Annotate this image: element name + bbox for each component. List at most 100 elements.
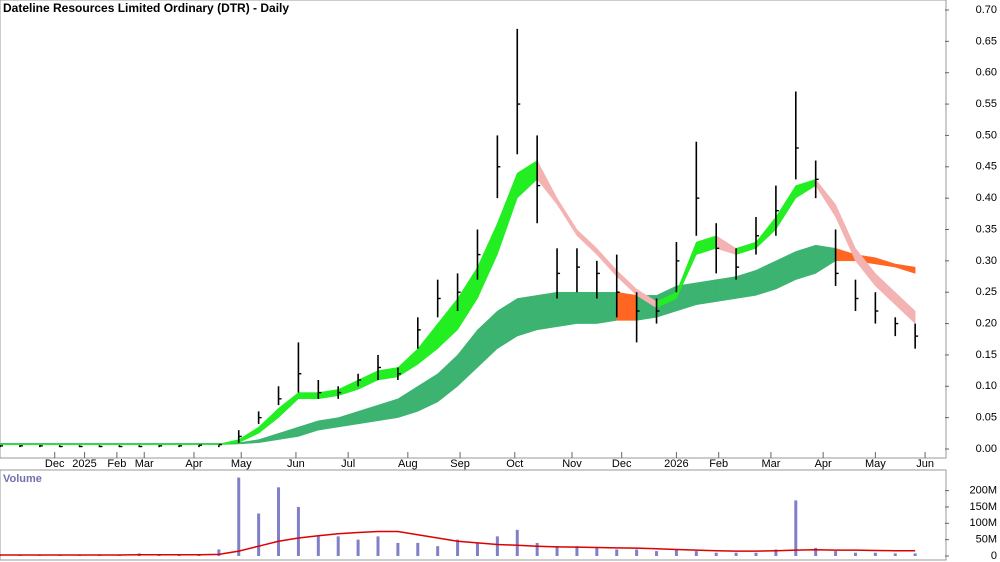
volume-bar [356, 539, 360, 556]
volume-bar [714, 552, 718, 556]
volume-bar [595, 547, 599, 556]
y-tick-label: 0.50 [976, 129, 997, 141]
volume-bar [635, 549, 639, 556]
volume-bar [157, 555, 161, 556]
band-segment [139, 443, 160, 445]
volume-bar [734, 552, 738, 556]
plot-layer: 0.00 0.05 0.10 0.15 0.20 0.25 0.30 0.35 0.40 0.45… [0, 4, 997, 562]
band-segment [39, 443, 60, 445]
volume-bar [853, 552, 857, 556]
y-tick-label: 0.35 [976, 223, 997, 235]
band-segment [19, 443, 41, 445]
x-tick-label: 2025 [72, 458, 96, 470]
volume-bar [535, 542, 539, 556]
y-tick-label: 0.05 [976, 412, 997, 424]
x-tick-label: Feb [709, 458, 728, 470]
x-tick-label: Mar [761, 458, 780, 470]
volume-bar [237, 477, 241, 556]
band-segment [795, 244, 816, 281]
y-tick-label: 0.55 [976, 98, 997, 110]
x-tick-label: Apr [185, 458, 202, 470]
price-panel [0, 0, 947, 459]
x-tick-label: Jun [287, 458, 305, 470]
chart-title: Dateline Resources Limited Ordinary (DTR… [3, 1, 289, 15]
y-tick-label: 0.15 [976, 349, 997, 361]
y-tick-label: 0.40 [976, 192, 997, 204]
volume-bar [913, 553, 917, 556]
volume-bar [694, 551, 698, 556]
volume-bar [217, 549, 221, 556]
y-tick-label: 0.00 [976, 443, 997, 455]
volume-average [0, 530, 916, 556]
y-tick-label: 50M [976, 534, 997, 546]
band-segment [576, 291, 598, 324]
volume-bar [316, 536, 320, 556]
volume-bar [436, 546, 440, 556]
volume-bar [257, 513, 261, 556]
x-tick-label: Feb [107, 458, 126, 470]
y-tick-label: 100M [969, 517, 997, 529]
volume-bar [873, 552, 877, 556]
y-tick-label: 0.70 [976, 4, 997, 16]
volume-bar [456, 539, 460, 556]
volume-bar [814, 547, 818, 556]
band-segment [178, 443, 200, 445]
x-tick-label: Jun [916, 458, 934, 470]
x-tick-label: Apr [815, 458, 832, 470]
band-segment [79, 443, 100, 445]
y-tick-label: 150M [969, 501, 997, 513]
x-tick-label: Oct [506, 458, 523, 470]
x-tick-label: Dec [45, 458, 65, 470]
band-segment [556, 291, 578, 327]
volume-bar [615, 549, 619, 556]
band-segment [536, 291, 558, 331]
volume-bar [396, 542, 400, 556]
volume-bar [555, 546, 559, 556]
band-segment [119, 443, 140, 445]
band-segment [596, 291, 617, 324]
volume-bar [277, 487, 281, 556]
volume-bar [515, 529, 519, 556]
volume-bar [655, 551, 659, 556]
band-segment [616, 291, 637, 321]
y-tick-label: 0 [991, 550, 997, 562]
x-tick-label: Mar [135, 458, 154, 470]
x-tick-label: Dec [612, 458, 632, 470]
x-tick-label: Nov [562, 458, 582, 470]
volume-bar [376, 536, 380, 556]
band-segment [517, 295, 538, 337]
y-tick-label: 200M [969, 485, 997, 497]
x-tick-label: Jul [341, 458, 355, 470]
volume-bar [794, 500, 798, 556]
band-segment [298, 392, 319, 400]
y-tick-label: 0.20 [976, 317, 997, 329]
volume-panel [0, 469, 947, 561]
band-segment [895, 263, 916, 274]
y-tick-label: 0.25 [976, 286, 997, 298]
x-tick-label: Sep [450, 458, 470, 470]
volume-title: Volume [3, 473, 42, 485]
x-tick-label: May [865, 458, 886, 470]
volume-bar [754, 552, 758, 556]
band-segment [198, 443, 220, 445]
x-tick-label: Aug [398, 458, 418, 470]
volume-bar [475, 542, 479, 556]
volume-bar [893, 553, 897, 556]
y-tick-label: 0.30 [976, 255, 997, 267]
band-segment [715, 276, 737, 302]
x-tick-label: 2026 [664, 458, 688, 470]
y-tick-label: 0.65 [976, 35, 997, 47]
volume-bar [674, 549, 678, 556]
volume-bar [575, 546, 579, 556]
volume-bar [416, 542, 420, 556]
volume-bar [774, 549, 778, 556]
volume-bar [197, 555, 201, 556]
volume-bar [495, 536, 499, 556]
band-segment [99, 443, 120, 445]
band-segment [696, 279, 717, 306]
y-tick-label: 0.60 [976, 67, 997, 79]
y-tick-label: 0.45 [976, 161, 997, 173]
band-segment [59, 443, 80, 445]
